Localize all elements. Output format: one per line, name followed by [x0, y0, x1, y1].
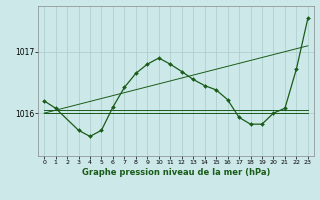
X-axis label: Graphe pression niveau de la mer (hPa): Graphe pression niveau de la mer (hPa)	[82, 168, 270, 177]
